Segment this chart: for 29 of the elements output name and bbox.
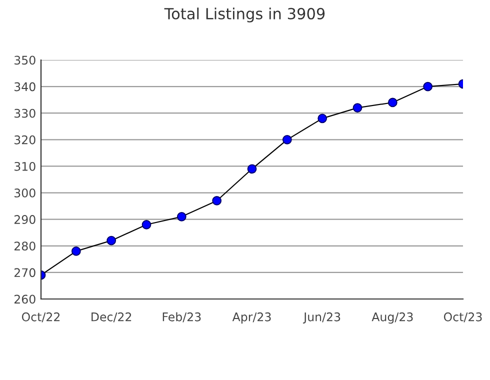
y-tick-label: 320 <box>14 135 36 144</box>
y-tick-label: 260 <box>14 294 36 304</box>
x-tick-label: Feb/23 <box>162 312 201 322</box>
x-tick-label: Aug/23 <box>372 312 413 324</box>
point <box>423 82 433 92</box>
point <box>318 114 328 124</box>
x-tick-label: Apr/23 <box>232 312 271 324</box>
y-tick-label: 270 <box>14 268 36 278</box>
point <box>71 246 81 256</box>
y-tick-label: 350 <box>14 56 36 65</box>
x-tick-label: Dec/22 <box>92 312 132 322</box>
chart-title: Total Listings in 3909 <box>164 8 325 22</box>
point <box>142 220 152 230</box>
point <box>388 98 398 108</box>
y-tick-label: 300 <box>14 188 36 198</box>
y-tick-label: 310 <box>14 162 36 171</box>
point <box>352 103 362 112</box>
point <box>247 164 257 174</box>
y-tick-label: 290 <box>14 215 36 224</box>
x-tick-label: Oct/23 <box>444 312 482 322</box>
y-tick-label: 330 <box>14 108 36 118</box>
point <box>176 212 186 222</box>
point <box>282 134 292 144</box>
x-tick-label: Oct/22 <box>22 312 60 322</box>
y-tick-label: 280 <box>14 242 36 251</box>
x-tick-label: Jun/23 <box>303 312 340 324</box>
point <box>106 236 116 246</box>
y-tick-label: 340 <box>14 82 36 92</box>
point <box>212 196 222 206</box>
